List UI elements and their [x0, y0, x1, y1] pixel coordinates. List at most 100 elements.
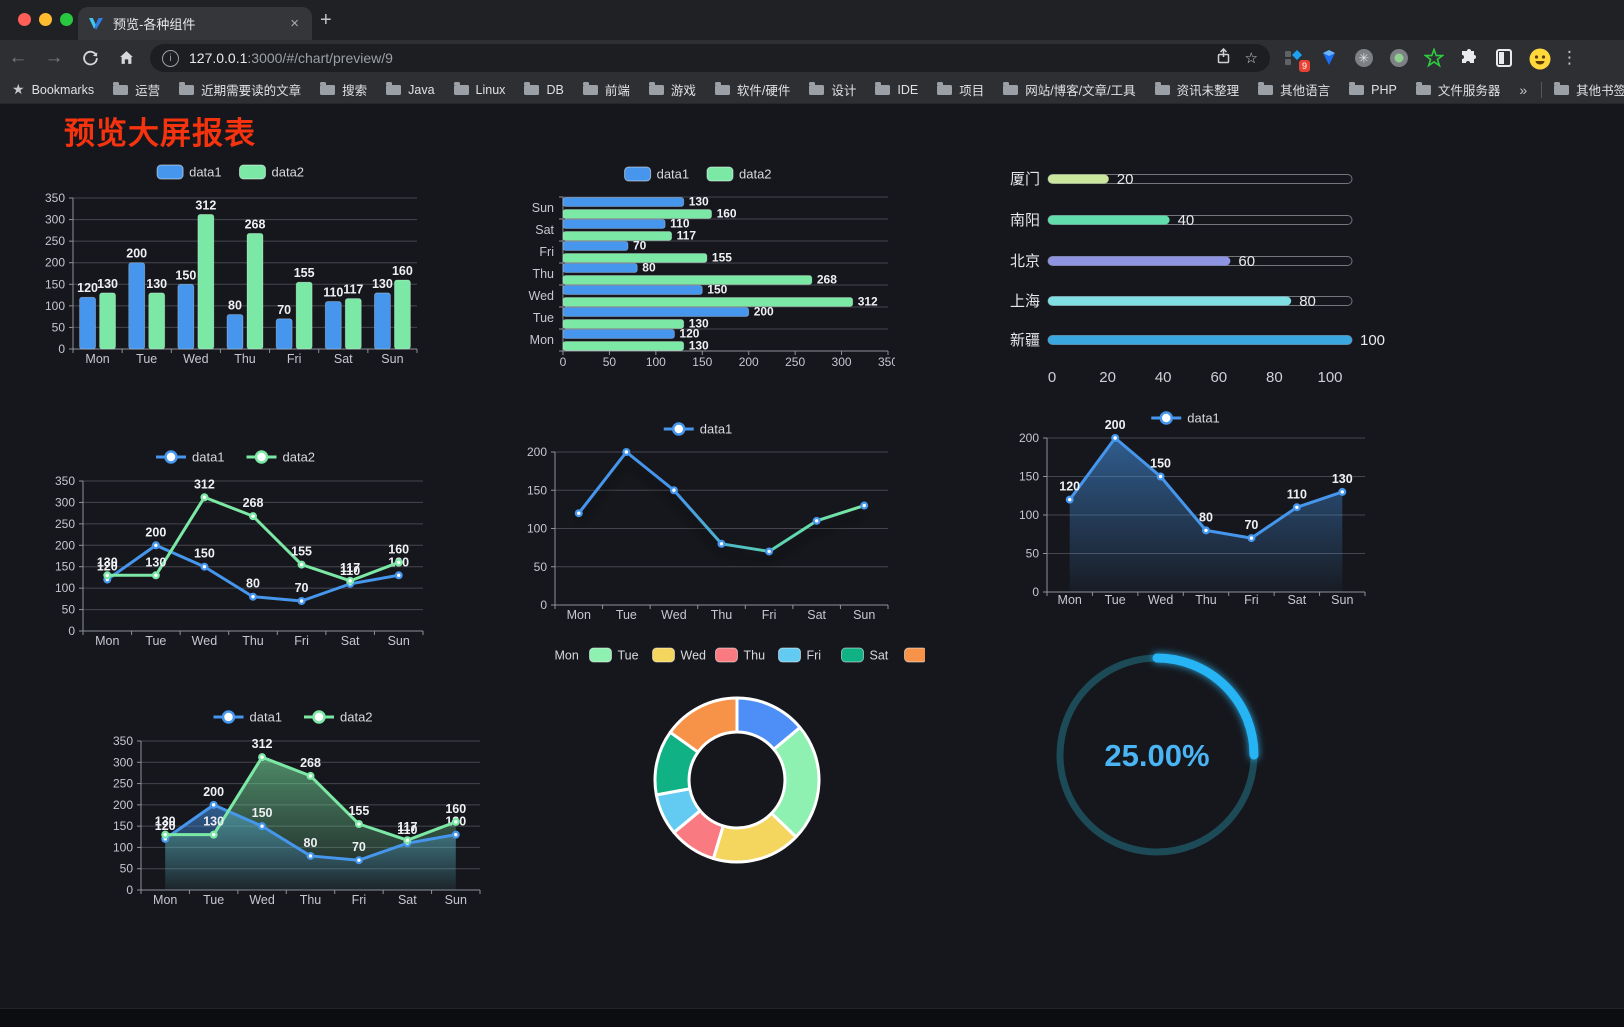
legend-item[interactable]: data2 — [239, 164, 305, 180]
bookmark-item[interactable]: 资讯未整理 — [1154, 80, 1239, 99]
bookmark-item[interactable]: Java — [386, 81, 435, 97]
home-icon[interactable] — [108, 47, 144, 69]
reload-icon[interactable] — [72, 47, 108, 69]
svg-text:200: 200 — [113, 798, 133, 812]
bookmark-item[interactable]: 运营 — [113, 80, 160, 99]
bookmark-item[interactable]: Linux — [453, 81, 505, 97]
bookmark-item[interactable]: 软件/硬件 — [714, 80, 790, 99]
svg-text:200: 200 — [754, 305, 774, 319]
grouped-bar-chart[interactable]: data1 data2 0 50 100 150 200 250 300 350 Mon Tue Wed… — [40, 155, 425, 370]
legend-item[interactable]: data2 — [706, 166, 772, 182]
url-text[interactable]: 127.0.0.1:3000/#/chart/preview/9 — [189, 50, 393, 66]
city-progress-bars[interactable]: 厦门 20 南阳 40 北京 60 上海 80 新疆 100 0 20 40 60 80 100 — [1000, 158, 1385, 388]
svg-text:130: 130 — [689, 317, 709, 331]
dot-circle-extension-icon[interactable] — [1389, 48, 1409, 68]
proxy-extension-icon[interactable]: 9 — [1284, 48, 1310, 72]
bookmark-item[interactable]: 项目 — [937, 80, 984, 99]
svg-text:300: 300 — [113, 755, 133, 769]
bookmark-star-icon[interactable]: ☆ — [1244, 50, 1258, 67]
bookmark-item[interactable]: 近期需要读的文章 — [179, 80, 301, 99]
legend-item[interactable]: Fri — [778, 647, 822, 663]
legend-item[interactable]: data1 — [1151, 411, 1220, 426]
address-bar[interactable]: i 127.0.0.1:3000/#/chart/preview/9 ☆ — [150, 44, 1270, 72]
legend-item[interactable]: Mon — [526, 647, 579, 663]
progress-row[interactable]: 新疆 100 — [1010, 332, 1385, 349]
legend-item[interactable]: Sat — [841, 647, 889, 663]
two-series-line-chart[interactable]: data1 data2 0 50 100 150 200 250 300 350 Mon Tue Wed… — [45, 440, 430, 660]
forward-icon[interactable]: → — [44, 47, 64, 68]
bookmark-item[interactable]: 前端 — [582, 80, 630, 99]
svg-text:117: 117 — [397, 820, 417, 834]
browser-tab[interactable]: 预览-各种组件 × — [78, 7, 312, 40]
bookmark-item[interactable]: IDE — [875, 81, 918, 97]
bookmark-item[interactable]: 文件服务器 — [1415, 80, 1500, 99]
extensions-puzzle-icon[interactable] — [1459, 48, 1479, 68]
bookmark-item[interactable]: 设计 — [809, 80, 856, 99]
other-bookmarks[interactable]: 其他书签 — [1554, 80, 1624, 99]
line-series-data2: 130 130 312 268 155 117 160 — [155, 737, 466, 845]
horizontal-bar-chart[interactable]: data1 data2 Sun 130 160 Sat 110 117 Fri 70 155 Thu 8… — [505, 155, 898, 373]
zoom-window-button[interactable] — [60, 13, 73, 26]
svg-text:50: 50 — [1026, 547, 1040, 561]
legend-item[interactable]: Tue — [589, 647, 639, 663]
svg-text:120: 120 — [77, 281, 98, 295]
svg-text:Tue: Tue — [136, 352, 157, 366]
gradient-line-chart[interactable]: data1 0 50 100 150 200 Mon Tue Wed Thu Fri Sat Sun — [505, 408, 895, 626]
legend-item[interactable]: data2 — [304, 710, 373, 725]
circular-progress-gauge[interactable]: 25.00% — [1040, 638, 1275, 873]
bookmarks-overflow-chevron[interactable]: » — [1519, 81, 1528, 98]
minimize-window-button[interactable] — [39, 13, 52, 26]
legend-item[interactable]: data1 — [156, 164, 222, 180]
asterisk-circle-extension-icon[interactable]: ✳ — [1354, 48, 1374, 68]
new-tab-button[interactable]: + — [320, 9, 332, 31]
legend-item[interactable]: data1 — [624, 166, 690, 182]
svg-text:120: 120 — [679, 327, 699, 341]
bookmark-item[interactable]: PHP — [1349, 81, 1397, 97]
progress-row[interactable]: 南阳 40 — [1010, 212, 1353, 229]
bookmark-item[interactable]: 搜索 — [320, 80, 367, 99]
svg-text:250: 250 — [113, 777, 133, 791]
share-icon[interactable] — [1216, 47, 1231, 68]
tab-close-icon[interactable]: × — [290, 15, 299, 32]
bookmark-item[interactable]: 其他语言 — [1258, 80, 1330, 99]
line-series-data1: 120 200 150 80 70 110 130 — [1059, 418, 1353, 543]
svg-text:Sat: Sat — [1287, 593, 1306, 607]
svg-text:160: 160 — [445, 802, 466, 816]
bookmark-item[interactable]: 游戏 — [648, 80, 696, 99]
emoji-profile-avatar[interactable] — [1529, 48, 1551, 70]
svg-text:Wed: Wed — [1148, 593, 1174, 607]
progress-row[interactable]: 厦门 20 — [1010, 171, 1353, 188]
bookmark-item[interactable]: 网站/博客/文章/工具 — [1003, 80, 1136, 99]
svg-text:250: 250 — [45, 234, 65, 248]
legend-item[interactable]: data1 — [213, 710, 283, 725]
svg-text:150: 150 — [113, 819, 133, 833]
legend-item[interactable]: Thu — [715, 647, 766, 663]
svg-text:Sat: Sat — [334, 352, 353, 366]
pie-slice-Sun[interactable] — [668, 696, 739, 754]
svg-text:Wed: Wed — [249, 893, 275, 907]
two-series-area-chart[interactable]: data1 data2 0 50 100 150 200 250 300 350 Mon Tue Wed… — [100, 700, 490, 915]
svg-text:新疆: 新疆 — [1010, 332, 1040, 349]
reader-mode-icon[interactable] — [1494, 48, 1514, 68]
green-star-extension-icon[interactable] — [1423, 47, 1445, 68]
svg-text:Fri: Fri — [352, 893, 367, 907]
legend-item[interactable]: data2 — [246, 450, 316, 465]
close-window-button[interactable] — [18, 13, 31, 26]
svg-text:130: 130 — [689, 339, 709, 353]
site-info-icon[interactable]: i — [162, 49, 179, 67]
single-area-chart[interactable]: data1 0 50 100 150 200 Mon Tue Wed Thu Fri Sat Sun 12… — [995, 395, 1380, 613]
svg-text:100: 100 — [55, 581, 75, 595]
browser-menu-icon[interactable]: ⋮ — [1561, 48, 1578, 67]
back-icon[interactable]: ← — [8, 47, 28, 68]
legend-item[interactable]: Wed — [652, 647, 707, 663]
bookmarks-root[interactable]: ★ Bookmarks — [12, 81, 95, 97]
legend-item[interactable]: Sun — [904, 647, 955, 663]
progress-row[interactable]: 北京 60 — [1010, 253, 1353, 270]
gem-extension-icon[interactable] — [1319, 48, 1339, 68]
legend-item[interactable]: data1 — [156, 450, 225, 465]
bookmark-item[interactable]: DB — [524, 81, 564, 97]
legend-item[interactable]: data1 — [663, 422, 733, 437]
progress-row[interactable]: 上海 80 — [1010, 293, 1353, 310]
svg-text:200: 200 — [1019, 431, 1039, 445]
donut-chart[interactable]: Mon Tue Wed Thu Fri Sat Sun — [526, 640, 955, 890]
